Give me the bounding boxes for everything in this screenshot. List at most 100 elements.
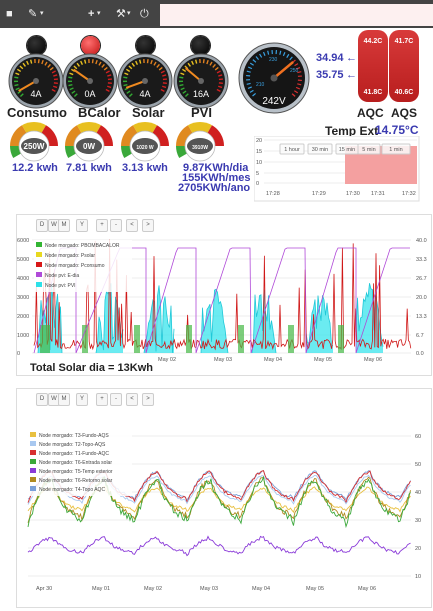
gauge-tick [156,63,160,68]
gauge-hub [142,78,148,84]
gauge-tick [22,62,26,67]
chart-nav-button[interactable]: - [110,393,122,406]
chart1-series-pbomba [134,325,140,353]
chart2-y-tick: 50 [415,462,421,468]
gauge-value-3: 16A [193,89,209,99]
chart-nav-button[interactable]: > [142,219,154,232]
chart-nav-button[interactable]: - [110,219,122,232]
plus-caret[interactable]: ▾ [97,10,101,17]
gauge-value-1: 0A [84,89,95,99]
chart-nav-button[interactable]: > [142,393,154,406]
chart1-legend-swatch [36,242,42,247]
solar-energy: 3.13 kwh [122,162,168,174]
chart1-legend-box [34,240,132,292]
plus-icon[interactable]: + [88,8,95,20]
temp-reading-1: 34.94 [316,52,344,64]
mini-range-button[interactable] [307,143,333,155]
current-gauges: 4A 0A 4A 16A [8,53,229,109]
wrench-icon[interactable]: ⚒ [116,8,126,20]
mini-x-tick: 17:31 [371,191,385,197]
chart-nav-button[interactable]: + [96,219,108,232]
gauge-tick [47,63,51,68]
gauge-needle [185,67,202,82]
mini-y-tick: 20 [256,138,262,144]
gauge-tick [51,70,56,74]
chart-nav-button[interactable]: < [126,393,138,406]
chart1-series-pvi [200,288,229,354]
chart1-series-pbomba [40,325,50,353]
voltage-tick [252,92,257,97]
mini-y-tick: 0 [256,181,259,187]
chart2-legend-label: Node morgado: T5-Temp exterior [39,469,113,475]
pencil-caret[interactable]: ▾ [40,10,44,17]
chart1-y-right-tick: 13.3 [416,314,427,320]
voltage-scale-label: 210 [256,82,265,88]
chart-nav-button[interactable]: D [36,393,48,406]
chart-nav-button[interactable]: D [36,219,48,232]
bcalor-energy: 7.81 kwh [66,162,112,174]
solar-total-label: Total Solar dia = 13Kwh [30,362,153,374]
chart2-legend-label: Node morgado: T4-Topo AQC [39,487,105,493]
chart1-x-tick: May 04 [264,357,282,363]
gauge-tick [19,93,24,98]
gauge-tick [153,61,157,66]
gauge-tick [212,63,216,68]
chart2-legend-label: Node morgado: T3-Fundo-AQS [39,433,109,439]
bcalor-lamp [81,36,100,55]
chart2-legend-swatch [30,450,36,455]
gauge-tick [15,72,20,76]
mini-range-label: 15 min [339,147,356,153]
chart2-legend-label: Node morgado: T1-Fundo-AQC [39,451,109,457]
gauge-tick [53,74,58,77]
chart-nav-button[interactable]: M [58,393,70,406]
chart2-series-t6e [27,475,411,529]
voltage-tick [294,90,299,94]
chart2-series-t5 [27,535,411,557]
voltage-tick [259,53,263,58]
voltage-tick [295,86,301,90]
gauge-tick [128,93,133,98]
mini-range-button[interactable] [279,143,305,155]
mini-range-button[interactable] [381,143,411,155]
gauge-tick [216,70,221,74]
power-icon[interactable]: ⏻ [140,8,149,20]
chart2-legend-box [28,430,132,496]
voltage-tick [294,63,299,67]
chart1-y-left-tick: 1000 [17,333,29,339]
chart2-y-tick: 20 [415,546,421,552]
chart-nav-button[interactable]: < [126,219,138,232]
chart-nav-button[interactable]: Y [76,393,88,406]
chart1-series-pvi [355,283,384,347]
chart-nav-button[interactable]: M [58,219,70,232]
chart1-series-pvi-area [201,289,228,353]
temp-ext-label: Temp Ext [325,124,379,138]
chart1-series-pbomba [288,325,294,353]
chart1-y-left-tick: 5000 [17,257,29,263]
gauge-tick [146,59,149,64]
chart2-x-tick: May 05 [306,586,324,592]
chart2-y-tick: 10 [415,574,421,580]
voltage-value: 242V [262,96,286,107]
gauge-tick [181,68,187,73]
gauge-tick [209,61,213,66]
chart1-y-left-tick: 4000 [17,276,29,282]
wrench-caret[interactable]: ▾ [127,10,131,17]
gauge-tick [158,66,163,71]
chart1-series-pbomba [82,325,88,353]
gauge-needle [18,80,37,92]
gauge-tick [138,59,142,64]
gauge-value-2: 4A [139,89,150,99]
gauge-tick [182,90,187,94]
mini-range-button[interactable] [357,143,381,155]
voltage-tick [247,66,253,70]
aqc-top-temp: 44.2C [363,38,383,45]
power-gauge-display [76,138,102,154]
gauge-tick [98,61,102,66]
mini-x-tick: 17:30 [346,191,360,197]
power-value-3: 3910W [192,145,208,151]
chart-nav-button[interactable]: + [96,393,108,406]
pencil-icon[interactable]: ✎ [28,8,38,20]
home-icon[interactable]: ■ [6,8,13,20]
chart-nav-button[interactable]: Y [76,219,88,232]
chart-nav-button[interactable]: W [48,393,60,406]
